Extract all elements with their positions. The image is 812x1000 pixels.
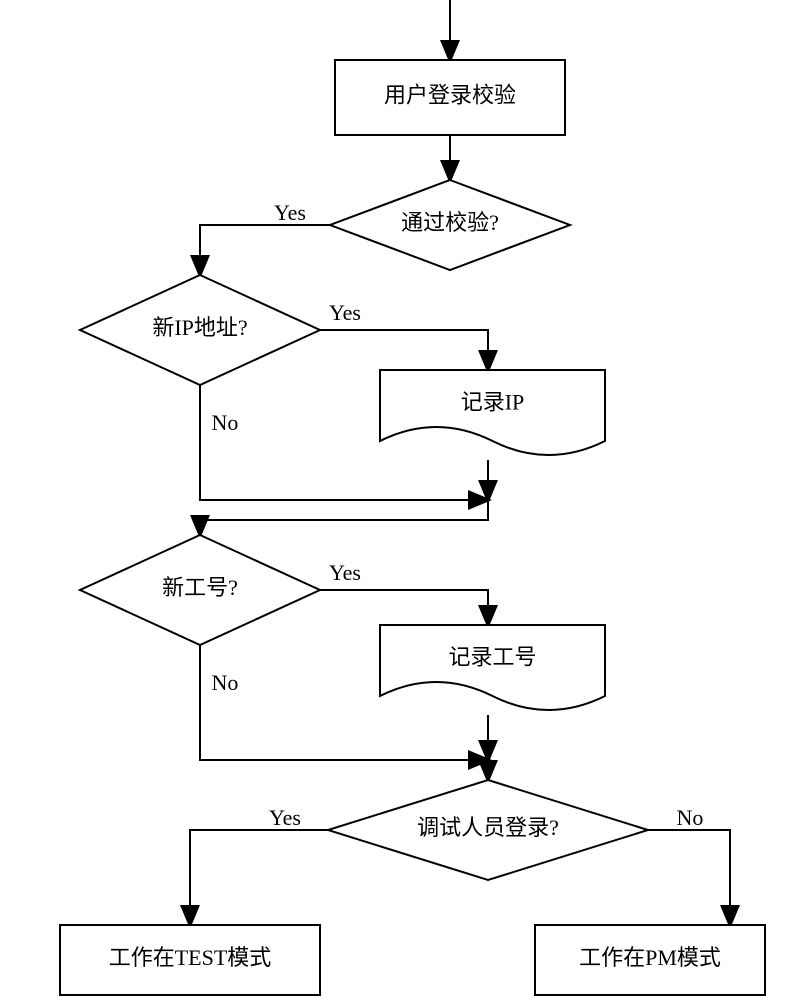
edge-label: No [212, 410, 239, 435]
edge [320, 330, 488, 370]
node-label-debug_login: 调试人员登录? [417, 815, 559, 840]
edge [648, 830, 730, 925]
edge-label: Yes [269, 805, 301, 830]
node-label-new_empno: 新工号? [162, 575, 238, 600]
edge-label: Yes [329, 300, 361, 325]
edge-label: No [212, 670, 239, 695]
edge [200, 225, 330, 275]
edge-label: Yes [274, 200, 306, 225]
node-label-record_empno: 记录工号 [448, 645, 536, 670]
edge [320, 590, 488, 625]
node-label-pm_mode: 工作在PM模式 [579, 945, 721, 970]
node-label-new_ip: 新IP地址? [152, 315, 247, 340]
edge-label: Yes [329, 560, 361, 585]
edge-label: No [677, 805, 704, 830]
node-label-record_ip: 记录IP [461, 390, 525, 415]
node-label-login_check: 用户登录校验 [384, 83, 516, 108]
edge [200, 500, 488, 535]
flowchart-canvas: Yes Yes No Yes No Yes No 用户登录校验通过校验? 新IP地址? 记录IP 新… [0, 0, 812, 1000]
edge [190, 830, 328, 925]
node-label-pass_check: 通过校验? [401, 210, 499, 235]
node-label-test_mode: 工作在TEST模式 [109, 945, 272, 970]
